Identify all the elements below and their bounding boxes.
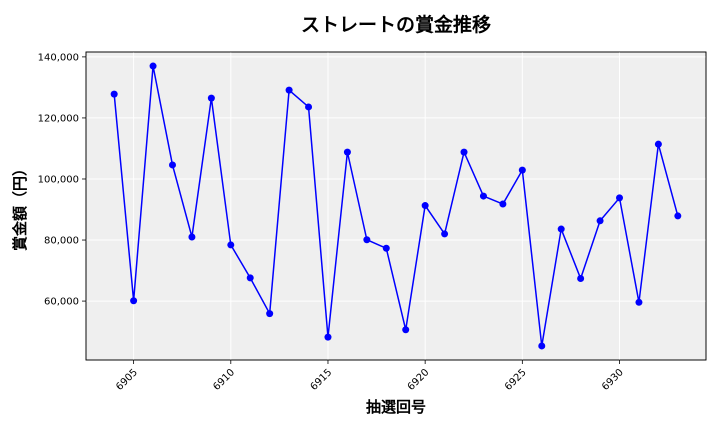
data-point	[363, 236, 371, 244]
data-point	[596, 217, 604, 225]
y-tick-label: 80,000	[44, 236, 79, 247]
data-point	[246, 274, 254, 282]
x-tick-label: 6915	[309, 367, 335, 393]
data-point	[499, 200, 507, 208]
data-point	[421, 202, 429, 210]
x-tick-label: 6920	[406, 367, 432, 393]
x-axis-label: 抽選回号	[366, 398, 426, 416]
data-point	[577, 274, 585, 282]
data-point	[343, 148, 351, 156]
series-line	[113, 65, 679, 347]
data-point	[557, 225, 565, 233]
chart-title: ストレートの賞金推移	[301, 13, 491, 36]
data-point	[207, 94, 215, 102]
data-point	[227, 241, 235, 249]
data-point	[130, 297, 138, 305]
data-point	[266, 310, 274, 318]
data-point	[635, 298, 643, 306]
data-point	[285, 86, 293, 94]
data-point	[110, 90, 118, 98]
data-point	[188, 233, 196, 241]
y-tick-label: 60,000	[44, 297, 79, 308]
y-axis-label: 賞金額（円）	[11, 161, 29, 251]
data-point	[460, 148, 468, 156]
data-point	[324, 333, 332, 341]
plot-area	[85, 51, 707, 361]
x-tick-label: 6925	[503, 367, 529, 393]
data-point	[441, 230, 449, 238]
series	[110, 62, 682, 350]
data-point	[674, 212, 682, 220]
data-point	[305, 103, 313, 111]
plot-frame	[85, 51, 707, 361]
data-point	[168, 161, 176, 169]
y-tick-label: 140,000	[38, 52, 79, 63]
data-point	[518, 166, 526, 174]
x-tick-label: 6910	[211, 367, 237, 393]
grid	[86, 52, 706, 360]
data-point	[402, 326, 410, 334]
data-point	[616, 194, 624, 202]
x-tick-label: 6930	[600, 367, 626, 393]
data-point	[654, 140, 662, 148]
data-point	[149, 62, 157, 70]
data-point	[382, 244, 390, 252]
y-tick-label: 120,000	[38, 113, 79, 124]
x-tick-label: 6905	[114, 367, 140, 393]
y-tick-label: 100,000	[38, 174, 79, 185]
data-point	[538, 342, 546, 350]
data-point	[479, 192, 487, 200]
